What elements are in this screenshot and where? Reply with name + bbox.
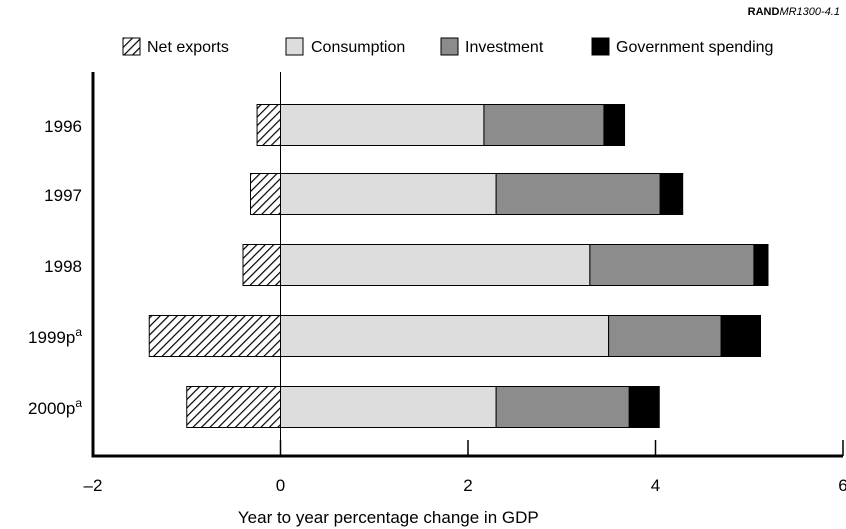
y-tick-label-2000p: 2000pa (28, 396, 82, 418)
bar-investment-1996 (483, 104, 605, 146)
bar-net-exports-1997 (250, 173, 281, 215)
legend-swatch-consumption (285, 37, 304, 56)
bar-consumption-1998 (280, 244, 591, 286)
legend-swatch-net-exports (122, 37, 141, 56)
x-tick-label: 2 (463, 476, 472, 495)
x-tick-label: 0 (276, 476, 285, 495)
bar-net-exports-1999p (148, 315, 281, 357)
bar-government-spending-1999p (720, 315, 761, 357)
legend-label-consumption: Consumption (311, 39, 405, 56)
legend: Net exports Consumption Investment Governme… (122, 37, 773, 56)
legend-label-investment: Investment (465, 39, 544, 56)
legend-label-net-exports: Net exports (147, 39, 229, 56)
bar-consumption-1997 (280, 173, 497, 215)
y-tick-label-1998: 1998 (44, 257, 82, 276)
bar-consumption-1996 (280, 104, 485, 146)
bar-net-exports-1996 (256, 104, 281, 146)
y-tick-label-1999p: 1999pa (28, 325, 82, 347)
legend-label-government-spending: Government spending (616, 39, 773, 56)
bar-government-spending-1997 (659, 173, 684, 215)
legend-swatch-investment (440, 37, 459, 56)
bar-investment-1999p (608, 315, 722, 357)
bar-government-spending-2000p (628, 386, 660, 428)
bar-investment-1997 (495, 173, 661, 215)
bar-net-exports-2000p (186, 386, 281, 428)
plot-area: –2 0 2 4 6 1996 1997 1998 1999pa 2000pa Year to ye… (28, 72, 846, 527)
bar-government-spending-1996 (603, 104, 626, 146)
bar-net-exports-1998 (242, 244, 281, 286)
source-code: MR1300-4.1 (779, 6, 840, 18)
x-tick-label: 4 (651, 476, 660, 495)
bar-investment-2000p (495, 386, 630, 428)
legend-swatch-government-spending (591, 37, 610, 56)
y-tick-label-1996: 1996 (44, 117, 82, 136)
bar-investment-1998 (589, 244, 755, 286)
bar-consumption-2000p (280, 386, 497, 428)
x-tick-label: –2 (84, 476, 103, 495)
source-label: RANDMR1300-4.1 (748, 6, 840, 18)
y-tick-label-1997: 1997 (44, 186, 82, 205)
bar-consumption-1999p (280, 315, 610, 357)
bar-government-spending-1998 (753, 244, 769, 286)
x-axis-title: Year to year percentage change in GDP (238, 508, 539, 527)
x-tick-label: 6 (838, 476, 846, 495)
source-prefix: RAND (747, 6, 780, 18)
